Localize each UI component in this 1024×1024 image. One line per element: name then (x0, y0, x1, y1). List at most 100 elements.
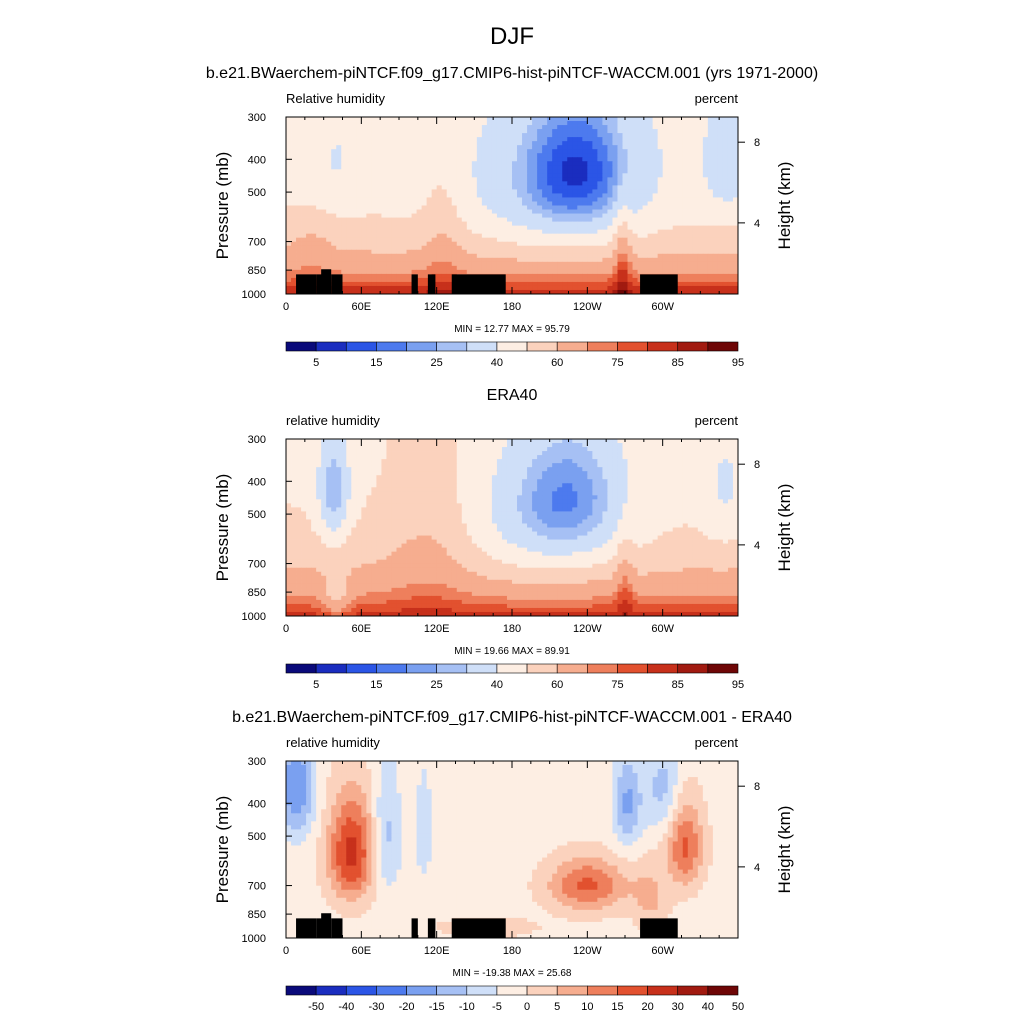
heatmap-cell (622, 281, 628, 287)
heatmap-cell (597, 225, 603, 231)
heatmap-cell (572, 241, 578, 247)
heatmap-cell (411, 221, 417, 227)
heatmap-cell (461, 205, 468, 210)
heatmap-cell (542, 169, 548, 174)
heatmap-cell (712, 145, 719, 150)
heatmap-cell (291, 133, 297, 138)
heatmap-cell (351, 221, 357, 227)
heatmap-cell (356, 221, 362, 227)
heatmap-cell (572, 221, 578, 227)
heatmap-cell (351, 173, 357, 178)
heatmap-cell (527, 205, 533, 210)
heatmap-cell (642, 141, 648, 146)
heatmap-cell (602, 467, 608, 472)
heatmap-cell (506, 463, 513, 468)
y-tick-label: 850 (248, 265, 266, 277)
heatmap-cell (471, 245, 478, 251)
heatmap-cell (622, 459, 628, 464)
heatmap-cell (371, 165, 377, 170)
heatmap-cell (537, 149, 543, 154)
heatmap-cell (326, 157, 332, 162)
heatmap-cell (667, 467, 674, 472)
heatmap-cell (587, 289, 593, 295)
heatmap-cell (577, 137, 583, 142)
heatmap-cell (682, 447, 689, 452)
heatmap-cell (667, 197, 674, 202)
panel-1: b.e21.BWaerchem-piNTCF.f09_g17.CMIP6-his… (206, 65, 818, 369)
heatmap-cell (411, 439, 417, 444)
heatmap-cell (517, 463, 523, 468)
heatmap-cell (567, 157, 573, 162)
heatmap-cell (672, 233, 679, 239)
heatmap-cell (451, 471, 458, 476)
heatmap-cell (326, 443, 332, 448)
heatmap-cell (436, 181, 443, 186)
heatmap-cell (321, 237, 327, 243)
heatmap-cell (657, 221, 664, 227)
heatmap-cell (597, 269, 603, 275)
heatmap-cell (461, 451, 468, 456)
heatmap-cell (376, 185, 382, 190)
heatmap-cell (652, 241, 659, 247)
heatmap-cell (361, 261, 367, 267)
heatmap-cell (557, 229, 563, 235)
heatmap-cell (381, 479, 387, 484)
heatmap-cell (512, 149, 518, 154)
heatmap-cell (727, 277, 734, 283)
heatmap-cell (356, 443, 362, 448)
heatmap-cell (351, 281, 357, 287)
heatmap-cell (416, 455, 422, 460)
heatmap-cell (677, 455, 684, 460)
heatmap-cell (557, 177, 563, 182)
heatmap-cell (667, 455, 674, 460)
heatmap-cell (652, 447, 659, 452)
heatmap-cell (336, 451, 342, 456)
heatmap-cell (527, 185, 533, 190)
heatmap-cell (692, 121, 699, 126)
heatmap-cell (391, 475, 397, 480)
heatmap-cell (642, 117, 648, 122)
heatmap-cell (446, 285, 453, 291)
heatmap-cell (446, 185, 453, 190)
heatmap-cell (677, 475, 684, 480)
heatmap-cell (386, 455, 392, 460)
heatmap-cell (512, 261, 518, 267)
heatmap-cell (562, 169, 568, 174)
heatmap-cell (582, 217, 588, 222)
heatmap-cell (537, 443, 543, 448)
heatmap-cell (366, 459, 372, 464)
heatmap-cell (692, 197, 699, 202)
heatmap-cell (411, 463, 417, 468)
heatmap-cell (727, 229, 734, 235)
heatmap-cell (496, 145, 503, 150)
heatmap-cell (547, 261, 553, 267)
heatmap-cell (692, 133, 699, 138)
heatmap-cell (657, 141, 664, 146)
heatmap-cell (567, 229, 573, 235)
heatmap-cell (436, 117, 443, 122)
heatmap-cell (486, 129, 493, 134)
heatmap-cell (682, 217, 689, 222)
heatmap-cell (381, 121, 387, 126)
heatmap-cell (727, 117, 734, 122)
heatmap-cell (597, 463, 603, 468)
heatmap-cell (306, 261, 312, 267)
heatmap-cell (632, 141, 638, 146)
heatmap-cell (602, 217, 608, 222)
heatmap-cell (501, 463, 508, 468)
heatmap-cell (341, 273, 347, 279)
heatmap-cell (667, 157, 674, 162)
heatmap-cell (481, 253, 488, 259)
heatmap-cell (732, 261, 739, 267)
heatmap-cell (572, 193, 578, 198)
heatmap-cell (371, 213, 377, 218)
heatmap-cell (647, 209, 654, 214)
heatmap-cell (321, 121, 327, 126)
heatmap-cell (491, 265, 498, 271)
heatmap-cell (406, 269, 412, 275)
heatmap-cell (306, 189, 312, 194)
heatmap-cell (331, 221, 337, 227)
heatmap-cell (401, 249, 407, 255)
heatmap-cell (647, 459, 654, 464)
heatmap-cell (617, 209, 623, 214)
